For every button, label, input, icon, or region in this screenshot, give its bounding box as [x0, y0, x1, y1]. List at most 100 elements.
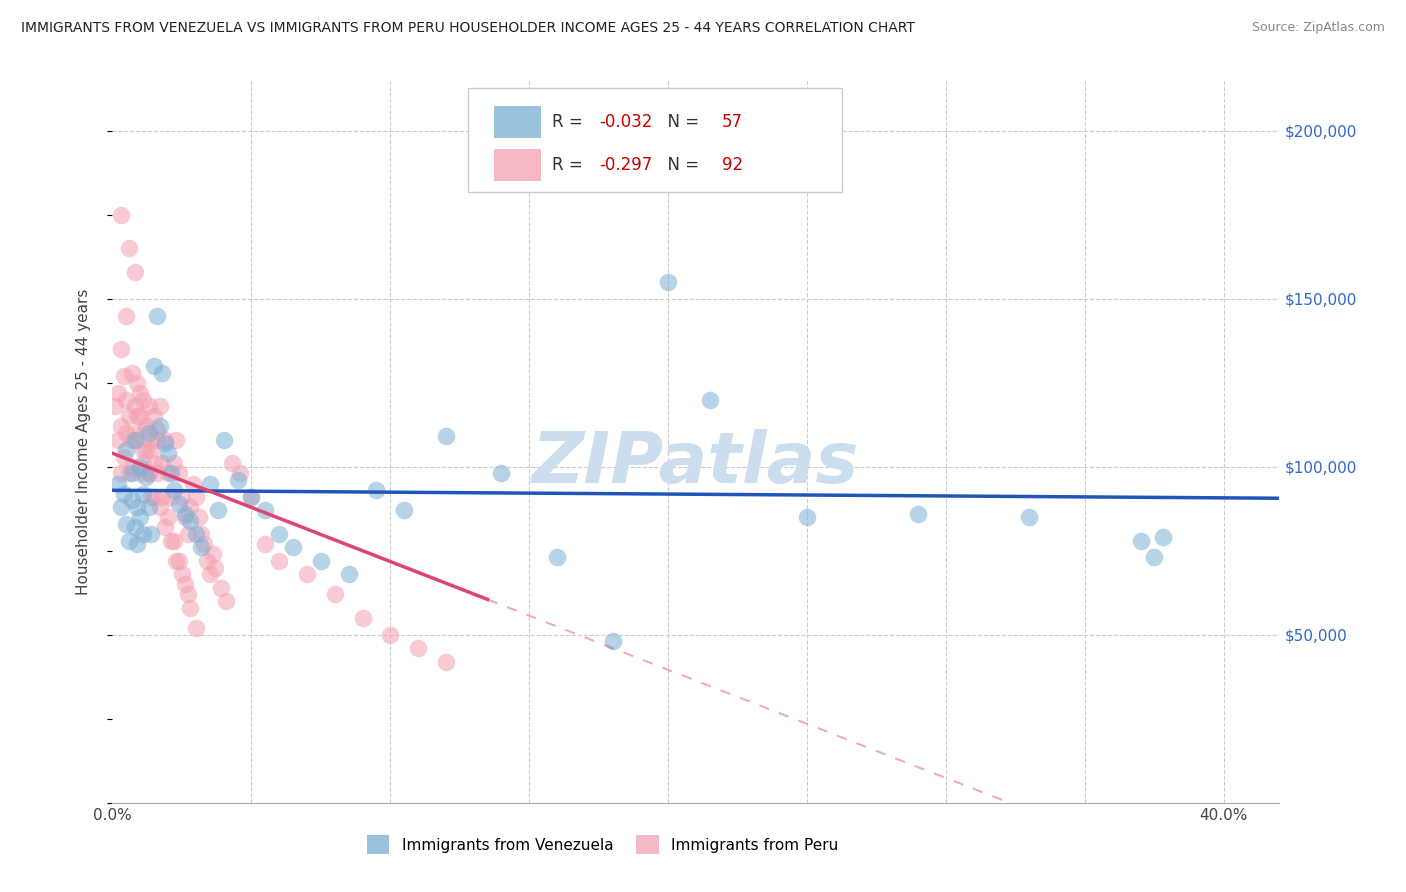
Point [337, 567, 360, 582]
Point [152, 456, 174, 470]
Point [129, 459, 152, 474]
Point [110, 208, 132, 222]
Point [127, 409, 149, 424]
Point [141, 433, 163, 447]
Point [107, 476, 129, 491]
Point [546, 550, 568, 565]
Point [157, 446, 180, 460]
Point [187, 510, 209, 524]
Point [215, 594, 238, 608]
Point [143, 490, 166, 504]
Point [209, 581, 232, 595]
Point [160, 533, 183, 548]
Point [796, 510, 818, 524]
Point [434, 655, 457, 669]
Point [115, 426, 138, 441]
Point [121, 459, 143, 474]
FancyBboxPatch shape [468, 87, 842, 193]
Point [157, 510, 180, 524]
Point [165, 433, 187, 447]
Point [173, 577, 195, 591]
Legend: Immigrants from Venezuela, Immigrants from Peru: Immigrants from Venezuela, Immigrants fr… [360, 830, 845, 860]
Point [112, 486, 135, 500]
Point [152, 490, 174, 504]
Point [110, 342, 132, 356]
Text: IMMIGRANTS FROM VENEZUELA VS IMMIGRANTS FROM PERU HOUSEHOLDER INCOME AGES 25 - 4: IMMIGRANTS FROM VENEZUELA VS IMMIGRANTS … [21, 21, 915, 36]
Point [149, 399, 172, 413]
Point [129, 385, 152, 400]
Point [193, 537, 215, 551]
FancyBboxPatch shape [494, 149, 541, 181]
Point [110, 419, 132, 434]
Point [132, 486, 155, 500]
Point [240, 490, 263, 504]
Point [143, 359, 166, 373]
Point [491, 467, 513, 481]
Point [149, 500, 172, 514]
Point [179, 600, 201, 615]
Point [115, 516, 138, 531]
Point [184, 621, 207, 635]
Text: R =: R = [553, 112, 589, 131]
Point [118, 467, 141, 481]
Point [121, 366, 143, 380]
Point [160, 490, 183, 504]
Point [141, 527, 163, 541]
Point [146, 433, 169, 447]
Point [323, 587, 346, 601]
Point [352, 611, 374, 625]
Point [170, 490, 193, 504]
Text: N =: N = [658, 112, 704, 131]
Point [112, 450, 135, 464]
Point [190, 541, 212, 555]
Point [179, 500, 201, 514]
Point [143, 456, 166, 470]
Point [146, 467, 169, 481]
Point [121, 433, 143, 447]
Point [118, 241, 141, 255]
Point [129, 409, 152, 424]
Point [124, 265, 146, 279]
Point [129, 510, 152, 524]
Point [1129, 533, 1152, 548]
Point [152, 366, 174, 380]
Point [118, 533, 141, 548]
Text: N =: N = [658, 156, 704, 174]
Point [149, 419, 172, 434]
Point [907, 507, 929, 521]
Point [124, 399, 146, 413]
Point [121, 467, 143, 481]
Point [195, 554, 218, 568]
Point [112, 369, 135, 384]
Point [204, 560, 226, 574]
Point [107, 385, 129, 400]
Point [127, 537, 149, 551]
Point [132, 442, 155, 457]
Point [212, 433, 235, 447]
Point [167, 554, 190, 568]
Point [240, 490, 263, 504]
Text: -0.032: -0.032 [599, 112, 652, 131]
Point [157, 467, 180, 481]
Point [135, 419, 157, 434]
Point [107, 433, 129, 447]
Point [226, 473, 249, 487]
Point [699, 392, 721, 407]
Point [309, 554, 332, 568]
Point [179, 514, 201, 528]
Point [115, 392, 138, 407]
Point [434, 429, 457, 443]
Point [254, 503, 277, 517]
Point [281, 541, 304, 555]
Point [221, 456, 243, 470]
Point [127, 500, 149, 514]
Point [118, 409, 141, 424]
Point [138, 500, 160, 514]
Point [201, 547, 224, 561]
Point [110, 467, 132, 481]
Point [269, 554, 291, 568]
Point [176, 527, 198, 541]
Point [254, 537, 277, 551]
Point [155, 436, 177, 450]
Point [141, 490, 163, 504]
